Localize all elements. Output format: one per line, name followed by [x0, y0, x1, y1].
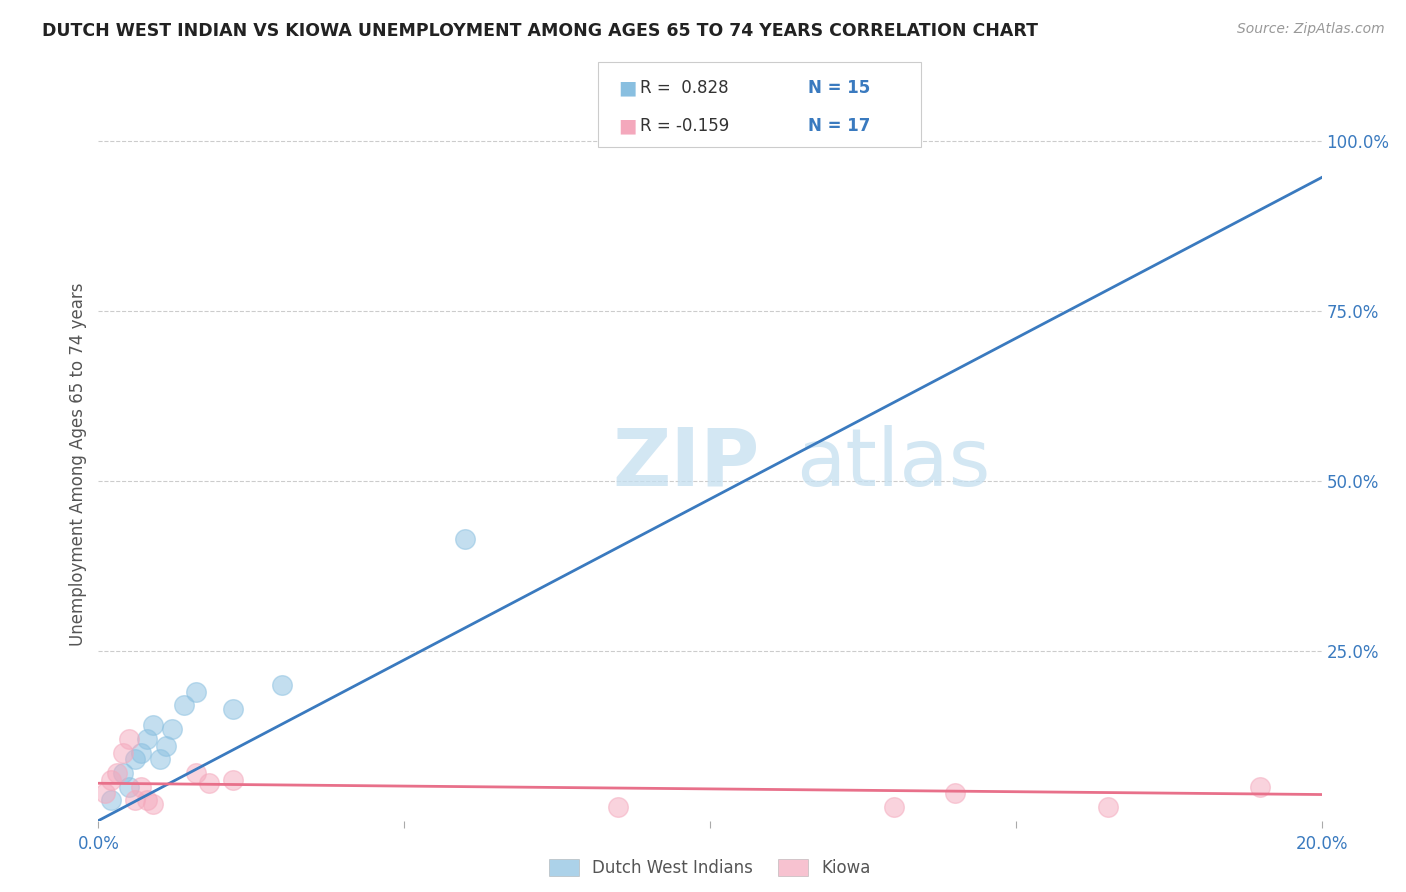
Point: [142, 797, 165, 811]
Point: [454, 532, 477, 546]
Point: [883, 800, 905, 814]
Y-axis label: Unemployment Among Ages 65 to 74 years: Unemployment Among Ages 65 to 74 years: [69, 282, 87, 646]
Point: [105, 766, 128, 780]
Point: [149, 752, 172, 766]
Point: [186, 684, 208, 698]
Text: R =  0.828: R = 0.828: [640, 79, 728, 97]
Point: [270, 678, 292, 692]
Point: [136, 793, 159, 807]
Point: [155, 739, 177, 753]
Point: [197, 776, 219, 790]
Point: [222, 772, 245, 787]
Point: [111, 746, 134, 760]
Point: [222, 701, 245, 715]
Point: [1249, 780, 1271, 794]
Legend: Dutch West Indians, Kiowa: Dutch West Indians, Kiowa: [543, 852, 877, 884]
Text: N = 17: N = 17: [808, 117, 870, 135]
Point: [129, 746, 152, 760]
Point: [124, 752, 146, 766]
Point: [607, 800, 630, 814]
Text: ■: ■: [619, 78, 637, 97]
Point: [118, 780, 141, 794]
Point: [160, 722, 183, 736]
Point: [129, 780, 152, 794]
Point: [124, 793, 146, 807]
Text: ■: ■: [619, 117, 637, 136]
Text: N = 15: N = 15: [808, 79, 870, 97]
Point: [173, 698, 195, 712]
Text: Source: ZipAtlas.com: Source: ZipAtlas.com: [1237, 22, 1385, 37]
Point: [943, 787, 966, 801]
Point: [118, 732, 141, 747]
Point: [142, 718, 165, 732]
Point: [100, 793, 122, 807]
Point: [100, 772, 122, 787]
Point: [93, 787, 115, 801]
Text: R = -0.159: R = -0.159: [640, 117, 728, 135]
Point: [136, 732, 159, 747]
Point: [111, 766, 134, 780]
Point: [1097, 800, 1119, 814]
Text: atlas: atlas: [796, 425, 990, 503]
Text: ZIP: ZIP: [612, 425, 759, 503]
Point: [186, 766, 208, 780]
Text: DUTCH WEST INDIAN VS KIOWA UNEMPLOYMENT AMONG AGES 65 TO 74 YEARS CORRELATION CH: DUTCH WEST INDIAN VS KIOWA UNEMPLOYMENT …: [42, 22, 1038, 40]
